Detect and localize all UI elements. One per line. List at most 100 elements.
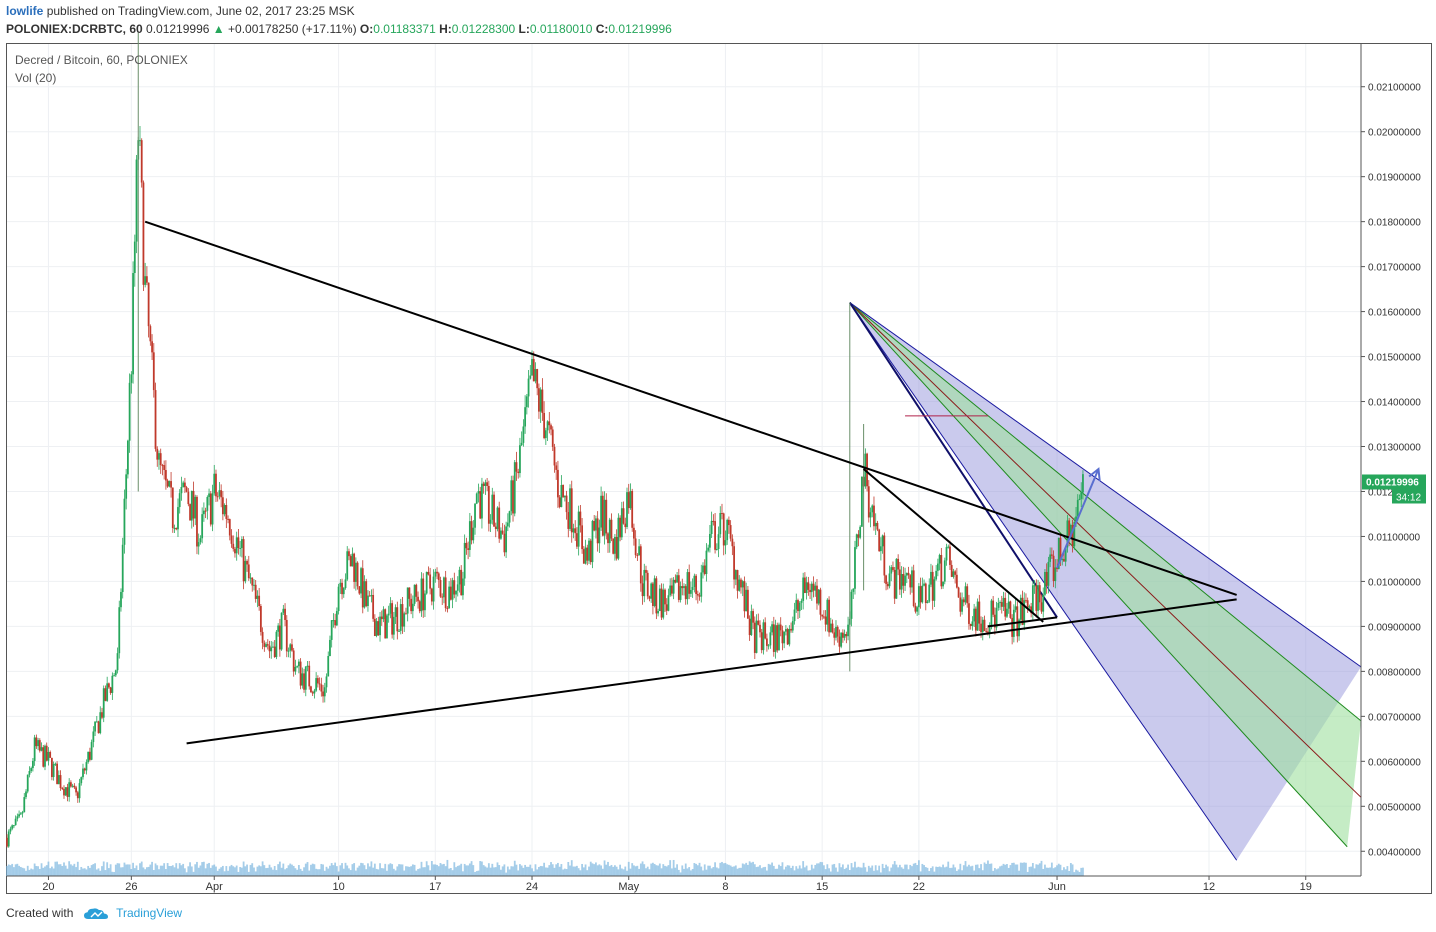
volume-bar: [886, 866, 889, 876]
candle-body: [235, 537, 238, 554]
volume-bar: [976, 864, 979, 876]
volume-bar: [1078, 871, 1081, 876]
volume-bar: [199, 865, 202, 876]
countdown-tag: [1392, 489, 1426, 504]
volume-bar: [954, 867, 957, 876]
candle-body: [92, 731, 95, 743]
volume-bar: [282, 863, 285, 876]
candle-body: [940, 554, 943, 587]
candle-body: [40, 747, 43, 751]
volume-bar: [695, 863, 697, 876]
candle-body: [596, 518, 599, 544]
candle-body: [1028, 606, 1031, 608]
volume-bar: [612, 866, 615, 876]
candle-body: [87, 751, 90, 763]
volume-bar: [272, 869, 274, 876]
volume-bar: [436, 864, 438, 876]
candle-body: [900, 574, 903, 590]
candle-body: [684, 586, 687, 600]
last-price-tag: [1362, 474, 1426, 490]
candle-body: [197, 542, 200, 547]
publish-info: published on TradingView.com, June 02, 2…: [46, 4, 355, 18]
volume-bar: [826, 864, 829, 876]
candle-body: [365, 581, 368, 606]
volume-bar: [88, 867, 91, 876]
volume-bar: [259, 866, 262, 876]
candle-body: [855, 534, 858, 548]
volume-bar: [1009, 865, 1012, 876]
candle-body: [437, 573, 440, 581]
candle-body: [888, 573, 891, 587]
candle-body: [481, 483, 483, 519]
candle-body: [1018, 619, 1020, 637]
symbol-label[interactable]: POLONIEX:DCRBTC, 60: [6, 22, 143, 36]
volume-bar: [947, 861, 950, 876]
volume-bar: [49, 868, 52, 876]
volume-bar: [957, 869, 960, 876]
volume-bar: [33, 863, 36, 876]
candle-body: [90, 742, 93, 760]
volume-bar: [997, 868, 1000, 876]
candle-body: [228, 519, 231, 536]
candle-body: [88, 751, 91, 760]
volume-bar: [581, 863, 584, 876]
candle-body: [417, 596, 419, 602]
fan-ray: [849, 302, 1362, 722]
candle-body: [916, 607, 919, 612]
chart-frame[interactable]: [6, 43, 1432, 894]
candle-body: [296, 666, 299, 668]
candle-body: [836, 626, 839, 637]
volume-bar: [912, 863, 915, 876]
candle-body: [895, 558, 898, 599]
candle-body: [1066, 520, 1069, 548]
tradingview-link[interactable]: TradingView: [116, 906, 183, 920]
candle-body: [166, 480, 169, 487]
volume-bar: [562, 869, 565, 876]
volume-bar: [892, 864, 894, 876]
volume-bar: [277, 864, 280, 876]
candle-body: [508, 511, 511, 523]
candle-body: [850, 591, 853, 619]
volume-bar: [437, 866, 440, 876]
candle-body: [308, 665, 311, 687]
candle-body: [569, 488, 571, 529]
candle-body: [1050, 554, 1053, 556]
volume-bar: [465, 865, 468, 876]
candle-body: [463, 542, 466, 579]
candle-body: [648, 596, 651, 599]
volume-bar: [26, 865, 29, 876]
volume-bar: [235, 865, 238, 876]
candle-body: [911, 570, 913, 588]
candle-body: [1054, 567, 1057, 582]
candle-body: [741, 581, 744, 588]
candle-body: [78, 783, 81, 799]
candle-body: [278, 625, 281, 650]
candle-body: [610, 519, 613, 539]
volume-bar: [938, 866, 941, 876]
volume-bar: [258, 865, 261, 876]
volume-bar: [213, 864, 216, 876]
candle-body: [348, 551, 350, 557]
volume-bar: [403, 870, 406, 876]
candle-body: [491, 494, 494, 520]
volume-bar: [365, 869, 368, 876]
candle-body: [698, 595, 701, 597]
volume-bar: [28, 869, 31, 876]
volume-bar: [361, 863, 364, 876]
candle-body: [624, 523, 627, 528]
candle-body: [919, 586, 922, 603]
volume-bar: [386, 870, 388, 876]
candle-body: [218, 490, 221, 497]
volume-bar: [92, 864, 95, 876]
volume-bar: [980, 864, 982, 876]
volume-bar: [411, 864, 414, 876]
author-link[interactable]: lowlife: [6, 4, 44, 18]
volume-bar: [904, 864, 906, 876]
candle-body: [325, 676, 328, 688]
volume-bar: [76, 861, 79, 876]
candle-body: [652, 583, 654, 606]
candle-body: [907, 572, 910, 576]
volume-bar: [470, 861, 473, 876]
candle-body: [80, 777, 83, 784]
